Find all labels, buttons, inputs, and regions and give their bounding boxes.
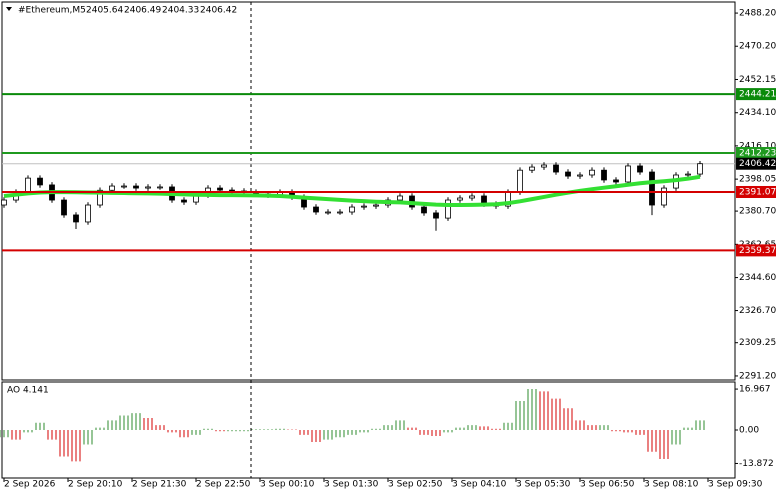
y-tick-label: -13.872	[739, 459, 774, 469]
candle-body	[637, 165, 643, 173]
candle-body	[85, 204, 91, 223]
y-tick-label: 2470.20	[739, 42, 776, 52]
candle-body	[373, 204, 379, 207]
candle-body	[361, 205, 367, 208]
candle-body	[337, 211, 343, 214]
y-tick-label: 2488.20	[739, 9, 776, 19]
x-tick-label: 3 Sep 05:30	[516, 480, 571, 489]
price-tag	[736, 157, 776, 170]
candle-body	[229, 189, 235, 192]
candle-body	[613, 179, 619, 183]
candle-body	[133, 185, 139, 189]
candle-body	[397, 195, 403, 201]
candle-body	[469, 195, 475, 199]
y-tick-label: 2344.60	[739, 273, 776, 283]
menu-arrow[interactable]	[6, 7, 12, 11]
candle-body	[313, 206, 319, 213]
candle-body	[349, 206, 355, 213]
x-tick-label: 3 Sep 04:10	[452, 480, 507, 489]
candle-body	[517, 169, 523, 193]
x-tick-label: 2 Sep 22:50	[196, 480, 251, 489]
candle-body	[325, 211, 331, 214]
x-tick-label: 3 Sep 09:30	[708, 480, 763, 489]
x-tick-label: 3 Sep 00:10	[260, 480, 315, 489]
level-tag	[736, 147, 776, 160]
symbol: #Ethereum,M5	[18, 6, 86, 16]
y-tick-label: 2434.10	[739, 108, 776, 118]
y-tick-label: 2398.05	[739, 175, 776, 185]
x-tick-label: 3 Sep 02:50	[388, 480, 443, 489]
ao-title: AO 4.141	[7, 386, 49, 396]
level-tag	[736, 185, 776, 198]
candle-body	[577, 174, 583, 177]
price-label: 2406.42	[739, 159, 776, 169]
x-tick-label: 3 Sep 08:10	[644, 480, 699, 489]
x-tick-label: 2 Sep 20:10	[68, 480, 123, 489]
x-tick-label: 3 Sep 06:50	[580, 480, 635, 489]
y-tick-label: 0.00	[739, 426, 759, 436]
candle-body	[421, 206, 427, 214]
candle-body	[685, 173, 691, 176]
candle-body	[97, 189, 103, 206]
candle-body	[445, 199, 451, 219]
candle-body	[157, 186, 163, 189]
level-tag	[736, 88, 776, 101]
candle-body	[589, 169, 595, 176]
candle-body	[529, 166, 535, 171]
y-tick-label: 2326.70	[739, 306, 776, 316]
candle-body	[217, 187, 223, 191]
level-tag	[736, 244, 776, 257]
y-tick-label: 2452.15	[739, 75, 776, 85]
candle-body	[661, 187, 667, 206]
candle-body	[61, 199, 67, 216]
y-tick-label: 2416.10	[739, 141, 776, 151]
candle-body	[73, 214, 79, 223]
x-tick-label: 2 Sep 21:30	[132, 480, 187, 489]
candle-body	[433, 212, 439, 219]
candle-body	[697, 163, 703, 175]
candle-body	[541, 164, 547, 168]
level-label: 2359.37	[739, 246, 776, 256]
candle-body	[109, 185, 115, 191]
candle-body	[1, 199, 7, 206]
y-tick-label: 16.967	[739, 385, 771, 395]
level-label: 2444.21	[739, 90, 776, 100]
candle-body	[457, 197, 463, 201]
level-label: 2391.07	[739, 187, 776, 197]
candle-body	[37, 177, 43, 186]
level-label: 2412.23	[739, 149, 776, 159]
candle-body	[121, 185, 127, 188]
x-tick-label: 3 Sep 01:30	[324, 480, 379, 489]
candle-body	[565, 171, 571, 177]
candle-body	[601, 169, 607, 181]
candle-body	[145, 186, 151, 189]
candle-body	[649, 171, 655, 206]
y-tick-label: 2309.25	[739, 338, 776, 348]
info-low: 2404.33	[162, 6, 199, 16]
info-open: 2405.64	[86, 6, 123, 16]
candle-body	[25, 177, 31, 193]
y-tick-label: 2291.20	[739, 371, 776, 381]
info-high: 2406.49	[124, 6, 161, 16]
candle-body	[181, 199, 187, 203]
candle-body	[625, 165, 631, 183]
y-tick-label: 2380.70	[739, 207, 776, 217]
x-tick-label: 2 Sep 2026	[4, 480, 56, 489]
info-close: 2406.42	[200, 6, 237, 16]
candle-body	[553, 164, 559, 173]
